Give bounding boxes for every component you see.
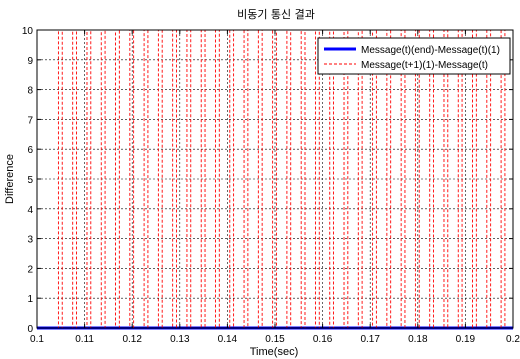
x-tick-label: 0.1 — [30, 334, 44, 345]
y-tick-label: 3 — [27, 235, 33, 246]
x-tick-label: 0.19 — [456, 334, 476, 345]
y-tick-label: 4 — [27, 205, 33, 216]
x-axis-title: Time(sec) — [250, 346, 298, 358]
y-tick-label: 10 — [22, 26, 34, 37]
y-axis-title: Difference — [4, 154, 16, 204]
y-tick-label: 6 — [27, 145, 33, 156]
x-tick-label: 0.11 — [75, 334, 94, 345]
y-tick-label: 7 — [27, 115, 33, 126]
y-tick-label: 0 — [27, 324, 33, 335]
x-tick-label: 0.17 — [360, 334, 380, 345]
chart-title: 비동기 통신 결과 — [237, 8, 315, 21]
y-tick-label: 2 — [27, 264, 33, 275]
x-tick-label: 0.12 — [122, 334, 142, 345]
x-tick-label: 0.14 — [218, 334, 238, 345]
x-tick-label: 0.15 — [265, 334, 285, 345]
legend-label-1: Message(t)(end)-Message(t)(1) — [361, 45, 500, 56]
legend-label-2: Message(t+1)(1)-Message(t) — [361, 60, 488, 71]
y-tick-label: 8 — [27, 86, 33, 97]
ticks: 0.1 0.11 0.12 0.13 0.14 0.15 0.16 0.17 0.18 0.19 0… — [22, 26, 520, 345]
y-tick-label: 9 — [27, 56, 33, 67]
x-tick-label: 0.16 — [313, 334, 333, 345]
legend-box — [317, 37, 511, 75]
legend: Message(t)(end)-Message(t)(1) Message(t+1… — [317, 37, 511, 75]
y-tick-label: 1 — [27, 294, 33, 305]
x-tick-label: 0.18 — [408, 334, 428, 345]
y-tick-label: 5 — [27, 175, 33, 186]
x-tick-label: 0.2 — [506, 334, 520, 345]
x-tick-label: 0.13 — [170, 334, 190, 345]
